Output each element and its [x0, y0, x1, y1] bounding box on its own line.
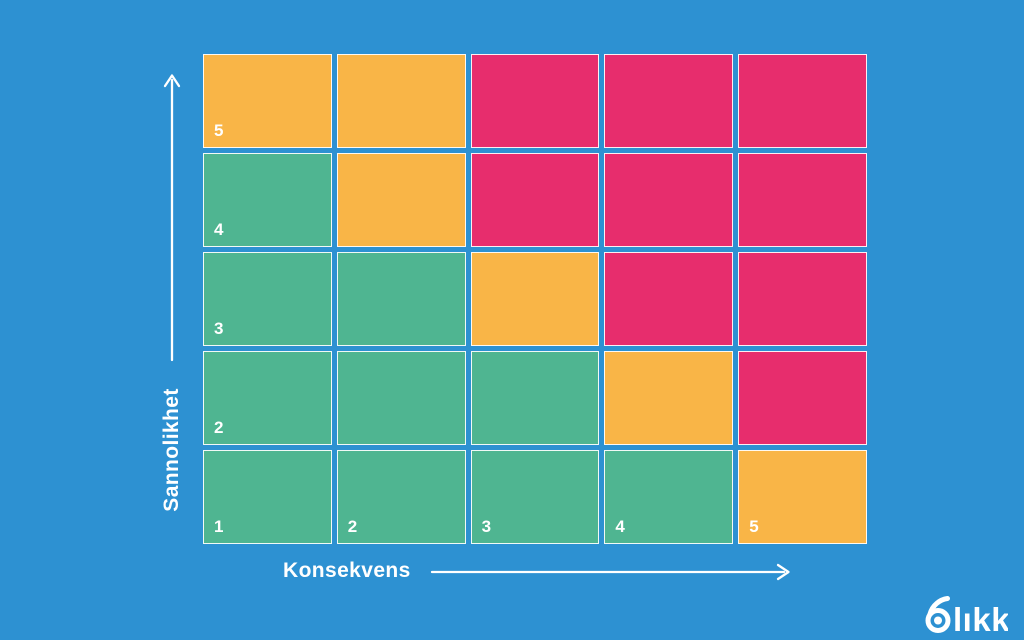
blikk-logo-text: lıkk	[953, 601, 1008, 634]
matrix-cell-y4-x2-medium	[336, 153, 466, 247]
cell-number: 2	[347, 517, 358, 536]
matrix-cell-y4-x5-high	[738, 153, 867, 247]
cell-number: 2	[214, 418, 224, 437]
matrix-cell-y1-x4-low: 4	[604, 450, 734, 544]
blikk-logo: lıkk	[925, 596, 1008, 634]
matrix-cell-y4-x3-high	[470, 153, 600, 247]
x-axis-label: Konsekvens	[283, 559, 411, 582]
cell-number: 5	[214, 121, 224, 140]
matrix-cell-y3-x4-high	[604, 252, 734, 346]
matrix-cell-y1-x5-medium: 5	[738, 450, 867, 544]
risk-matrix-grid: 5 4 3 2 1 2 3 4 5	[203, 54, 867, 544]
matrix-cell-y3-x3-medium	[470, 252, 600, 346]
matrix-cell-y3-x1-low: 3	[203, 252, 332, 346]
matrix-cell-y1-x2-low: 2	[336, 450, 466, 544]
matrix-cell-y5-x1-medium: 5	[203, 54, 332, 148]
matrix-cell-y3-x5-high	[738, 252, 867, 346]
matrix-cell-y5-x3-high	[470, 54, 600, 148]
y-axis-label: Sannolikhet	[160, 388, 183, 512]
cell-number: 3	[481, 517, 492, 536]
matrix-cell-y4-x1-low: 4	[203, 153, 332, 247]
cell-number: 3	[214, 319, 224, 338]
cell-number: 1	[214, 517, 224, 536]
matrix-cell-y5-x4-high	[604, 54, 734, 148]
matrix-cell-y3-x2-low	[336, 252, 466, 346]
matrix-cell-y1-x1-low: 1	[203, 450, 332, 544]
matrix-cell-y4-x4-high	[604, 153, 734, 247]
matrix-cell-y5-x2-medium	[336, 54, 466, 148]
matrix-cell-y2-x4-medium	[604, 351, 734, 445]
cell-number: 4	[615, 517, 626, 536]
matrix-cell-y2-x3-low	[470, 351, 600, 445]
cell-number: 5	[749, 517, 759, 536]
y-axis-arrow-icon	[163, 74, 181, 362]
cell-number: 4	[214, 220, 224, 239]
matrix-cell-y5-x5-high	[738, 54, 867, 148]
matrix-cell-y2-x2-low	[336, 351, 466, 445]
matrix-cell-y1-x3-low: 3	[470, 450, 600, 544]
blikk-logo-b-mark	[925, 596, 951, 633]
matrix-cell-y2-x5-high	[738, 351, 867, 445]
matrix-cell-y2-x1-low: 2	[203, 351, 332, 445]
x-axis-arrow-icon	[430, 563, 790, 581]
